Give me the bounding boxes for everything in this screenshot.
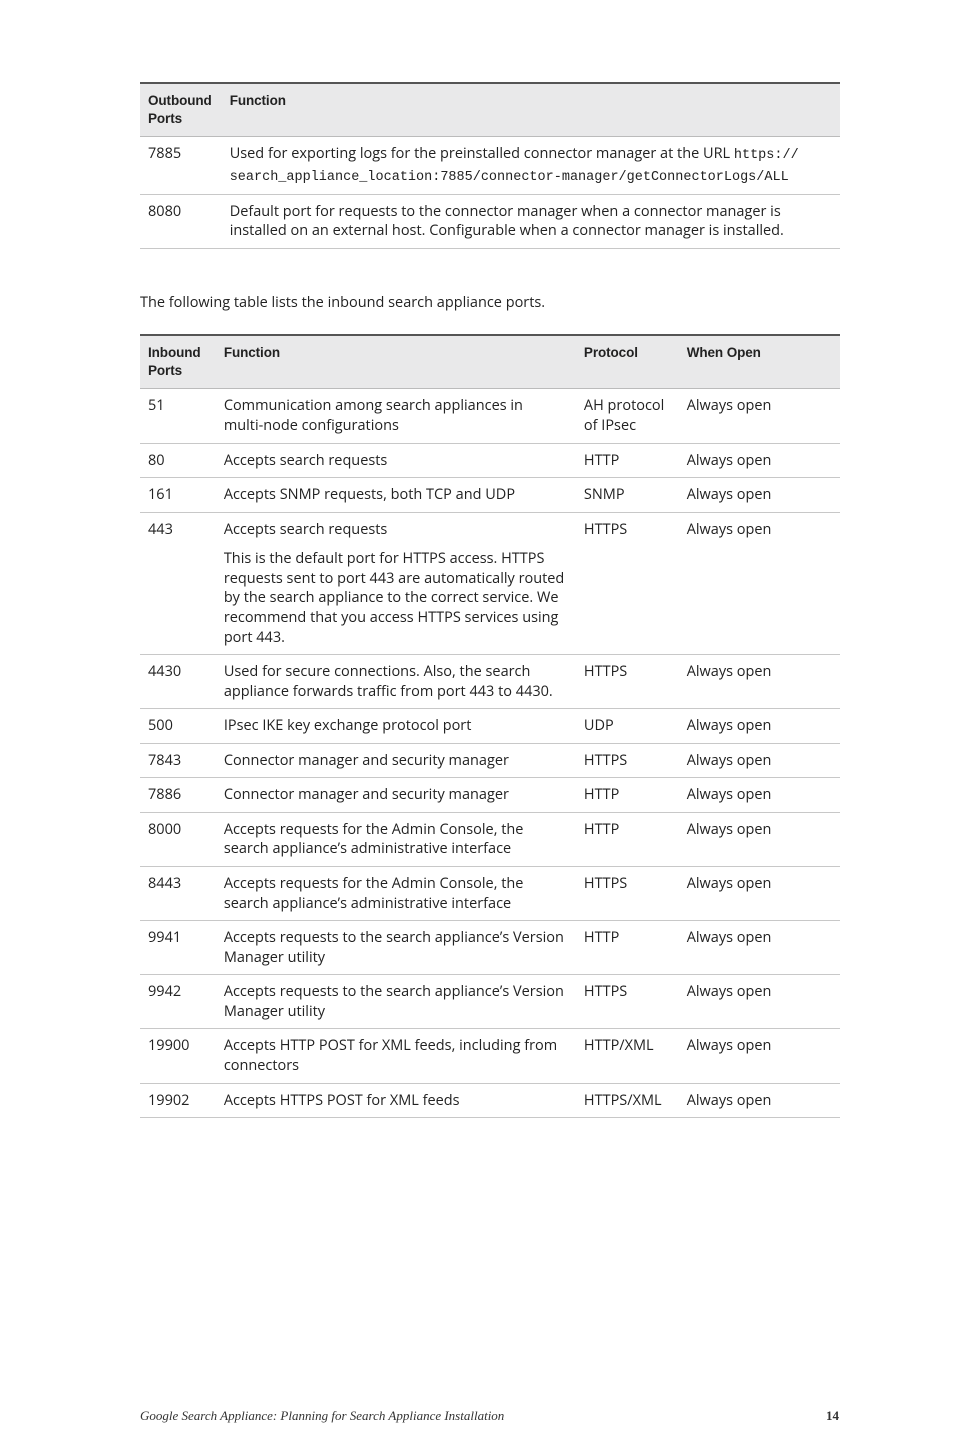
cell-port: 443 [140,512,216,654]
table-row: 7885 Used for exporting logs for the pre… [140,137,840,194]
cell-url: https:// [734,148,799,163]
col-header-function: Function [216,335,576,389]
cell-function: Accepts search requests [216,443,576,478]
cell-port: 9941 [140,921,216,975]
cell-port: 7843 [140,743,216,778]
cell-when-open: Always open [679,812,840,866]
cell-when-open: Always open [679,655,840,709]
cell-text: This is the default port for HTTPS acces… [224,549,566,647]
cell-function: Accepts requests for the Admin Console, … [216,867,576,921]
cell-function: Accepts requests to the search appliance… [216,975,576,1029]
cell-function: Accepts requests for the Admin Console, … [216,812,576,866]
table-row: 19902Accepts HTTPS POST for XML feedsHTT… [140,1083,840,1118]
table-row: 8443Accepts requests for the Admin Conso… [140,867,840,921]
cell-function: Accepts HTTP POST for XML feeds, includi… [216,1029,576,1083]
cell-when-open: Always open [679,709,840,744]
table-row: 8000Accepts requests for the Admin Conso… [140,812,840,866]
cell-protocol: HTTPS/XML [576,1083,679,1118]
cell-text: Used for exporting logs for the preinsta… [230,144,734,163]
footer-page-number: 14 [826,1408,839,1424]
table-row: 161Accepts SNMP requests, both TCP and U… [140,478,840,513]
col-header-function: Function [222,83,840,137]
cell-port: 7885 [140,137,222,194]
col-header-when-open: When Open [679,335,840,389]
col-header-outbound-ports: Outbound Ports [140,83,222,137]
table-row: 9942Accepts requests to the search appli… [140,975,840,1029]
col-header-protocol: Protocol [576,335,679,389]
cell-function: Accepts search requests This is the defau… [216,512,576,654]
cell-protocol: HTTPS [576,867,679,921]
cell-port: 8000 [140,812,216,866]
col-header-inbound-ports: Inbound Ports [140,335,216,389]
cell-when-open: Always open [679,1083,840,1118]
cell-protocol: HTTPS [576,512,679,654]
cell-protocol: HTTPS [576,655,679,709]
table-row: 19900Accepts HTTP POST for XML feeds, in… [140,1029,840,1083]
cell-url: search_appliance_location:7885/connector… [230,170,789,185]
cell-port: 19900 [140,1029,216,1083]
narrative-text: The following table lists the inbound se… [140,293,840,312]
cell-port: 7886 [140,778,216,813]
cell-protocol: HTTP [576,921,679,975]
table-header-row: Outbound Ports Function [140,83,840,137]
cell-function: Accepts HTTPS POST for XML feeds [216,1083,576,1118]
cell-function: Communication among search appliances in… [216,389,576,443]
table-row: 51Communication among search appliances … [140,389,840,443]
cell-when-open: Always open [679,867,840,921]
table-row: 80Accepts search requestsHTTPAlways open [140,443,840,478]
cell-function: Accepts SNMP requests, both TCP and UDP [216,478,576,513]
cell-port: 51 [140,389,216,443]
page-footer: Google Search Appliance: Planning for Se… [0,1408,954,1454]
table-row: 9941Accepts requests to the search appli… [140,921,840,975]
cell-function: Default port for requests to the connect… [222,194,840,248]
cell-function: Connector manager and security manager [216,743,576,778]
cell-when-open: Always open [679,1029,840,1083]
cell-port: 161 [140,478,216,513]
table-header-row: Inbound Ports Function Protocol When Ope… [140,335,840,389]
cell-port: 9942 [140,975,216,1029]
cell-function: IPsec IKE key exchange protocol port [216,709,576,744]
cell-when-open: Always open [679,512,840,654]
table-row: 4430Used for secure connections. Also, t… [140,655,840,709]
cell-function: Used for secure connections. Also, the s… [216,655,576,709]
table-row: 7886Connector manager and security manag… [140,778,840,813]
cell-protocol: HTTP [576,778,679,813]
footer-title: Google Search Appliance: Planning for Se… [140,1408,504,1424]
cell-when-open: Always open [679,921,840,975]
cell-when-open: Always open [679,778,840,813]
table-row: 500IPsec IKE key exchange protocol portU… [140,709,840,744]
cell-protocol: HTTP [576,443,679,478]
page-body: Outbound Ports Function 7885 Used for ex… [0,0,954,1158]
cell-function: Connector manager and security manager [216,778,576,813]
cell-when-open: Always open [679,743,840,778]
cell-when-open: Always open [679,478,840,513]
cell-function: Accepts requests to the search appliance… [216,921,576,975]
cell-port: 8080 [140,194,222,248]
cell-when-open: Always open [679,975,840,1029]
cell-text: Accepts search requests [224,520,566,540]
table-row: 7843Connector manager and security manag… [140,743,840,778]
cell-protocol: UDP [576,709,679,744]
cell-protocol: HTTP [576,812,679,866]
cell-port: 80 [140,443,216,478]
cell-port: 500 [140,709,216,744]
cell-when-open: Always open [679,443,840,478]
cell-port: 4430 [140,655,216,709]
cell-protocol: HTTPS [576,975,679,1029]
cell-function: Used for exporting logs for the preinsta… [222,137,840,194]
cell-protocol: SNMP [576,478,679,513]
cell-when-open: Always open [679,389,840,443]
cell-protocol: HTTP/XML [576,1029,679,1083]
table-row: 443 Accepts search requests This is the de… [140,512,840,654]
cell-port: 19902 [140,1083,216,1118]
table-row: 8080 Default port for requests to the co… [140,194,840,248]
cell-protocol: HTTPS [576,743,679,778]
cell-port: 8443 [140,867,216,921]
inbound-ports-table: Inbound Ports Function Protocol When Ope… [140,334,840,1118]
outbound-ports-table: Outbound Ports Function 7885 Used for ex… [140,82,840,249]
cell-protocol: AH protocol of IPsec [576,389,679,443]
